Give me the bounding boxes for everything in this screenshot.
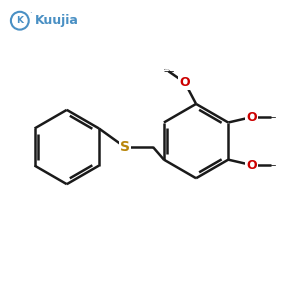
Text: methoxy: methoxy xyxy=(164,69,170,70)
Text: K: K xyxy=(16,16,23,25)
Text: O: O xyxy=(246,158,257,172)
Text: —: — xyxy=(266,160,276,170)
Text: O: O xyxy=(246,111,257,124)
Text: ·: · xyxy=(30,9,32,18)
Text: O: O xyxy=(179,76,190,89)
Text: —: — xyxy=(266,112,276,122)
Text: S: S xyxy=(120,140,130,154)
Text: Kuujia: Kuujia xyxy=(35,14,79,27)
Text: —: — xyxy=(163,66,174,76)
